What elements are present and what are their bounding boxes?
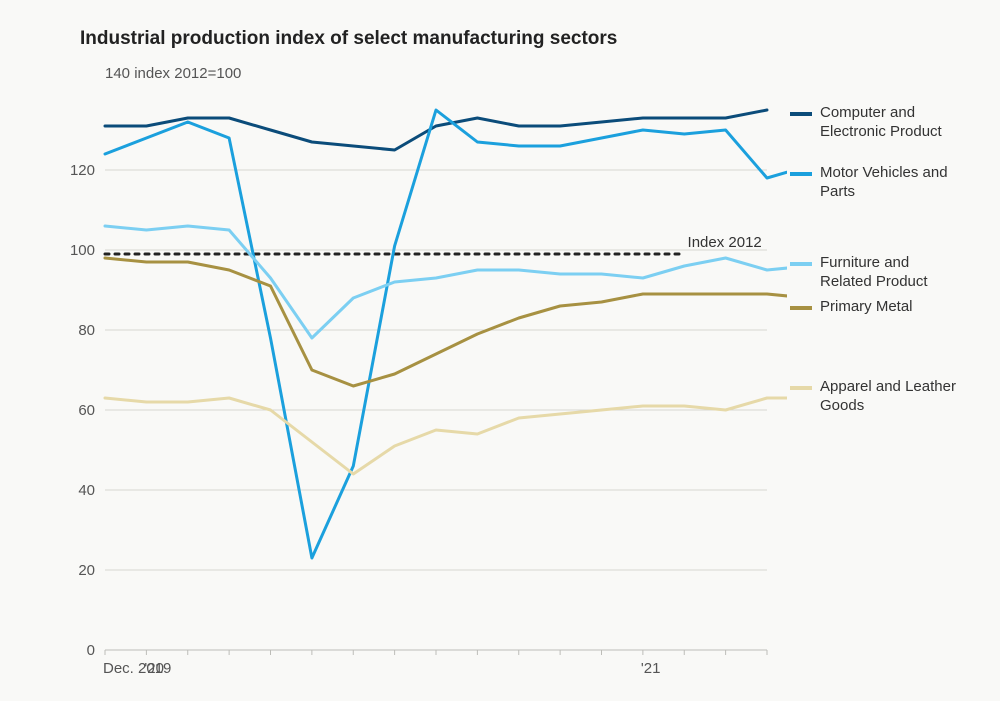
legend-item-computer_electronic: Computer and Electronic Product [790, 104, 960, 142]
legend: Computer and Electronic Product Motor Veh… [790, 0, 990, 701]
svg-text:40: 40 [78, 482, 95, 499]
legend-item-furniture: Furniture and Related Product [790, 254, 960, 292]
chart-title: Industrial production index of select ma… [80, 28, 617, 50]
legend-item-primary_metal: Primary Metal [790, 298, 913, 317]
legend-swatch [790, 172, 812, 176]
chart-container: Industrial production index of select ma… [0, 0, 1000, 701]
svg-text:0: 0 [87, 642, 95, 655]
x-tick-label: '20 [144, 660, 164, 677]
legend-label: Motor Vehicles and Parts [820, 164, 960, 202]
x-tick-label: '21 [641, 660, 661, 677]
legend-swatch [790, 112, 812, 116]
legend-label: Computer and Electronic Product [820, 104, 960, 142]
series-apparel_leather [105, 394, 787, 474]
legend-label: Primary Metal [820, 298, 913, 317]
svg-text:Index 2012: Index 2012 [688, 234, 762, 251]
svg-text:100: 100 [70, 242, 95, 259]
legend-label: Apparel and Leather Goods [820, 378, 960, 416]
svg-text:80: 80 [78, 322, 95, 339]
svg-text:120: 120 [70, 162, 95, 179]
series-motor_vehicles [105, 110, 787, 558]
legend-swatch [790, 262, 812, 266]
svg-text:60: 60 [78, 402, 95, 419]
legend-item-apparel_leather: Apparel and Leather Goods [790, 378, 960, 416]
legend-item-motor_vehicles: Motor Vehicles and Parts [790, 164, 960, 202]
legend-label: Furniture and Related Product [820, 254, 960, 292]
y-axis-index-label: 140 index 2012=100 [105, 65, 241, 82]
legend-swatch [790, 386, 812, 390]
series-furniture [105, 226, 787, 338]
legend-swatch [790, 306, 812, 310]
svg-text:20: 20 [78, 562, 95, 579]
plot-area: 0 20 40 60 80 100 120 Index 2012 [65, 85, 787, 655]
